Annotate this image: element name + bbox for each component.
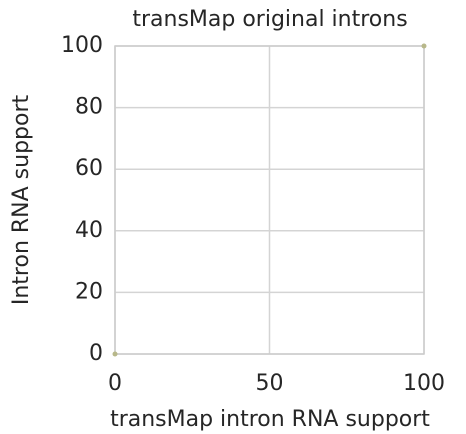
y-tick-label: 40 (75, 218, 103, 243)
y-tick-label: 0 (89, 341, 103, 366)
point (112, 351, 118, 357)
x-tick-label: 50 (256, 371, 284, 396)
y-tick-label: 20 (75, 279, 103, 304)
plot-frame (114, 45, 425, 355)
y-tick-label: 60 (75, 156, 103, 181)
x-tick-label: 100 (403, 371, 445, 396)
point (421, 43, 427, 49)
y-axis-label: Intron RNA support (9, 94, 34, 305)
y-tick-label: 100 (61, 33, 103, 58)
y-tick-label: 80 (75, 95, 103, 120)
chart-title: transMap original introns (132, 7, 407, 32)
x-axis-label: transMap intron RNA support (110, 407, 430, 432)
x-tick-label: 0 (108, 371, 122, 396)
